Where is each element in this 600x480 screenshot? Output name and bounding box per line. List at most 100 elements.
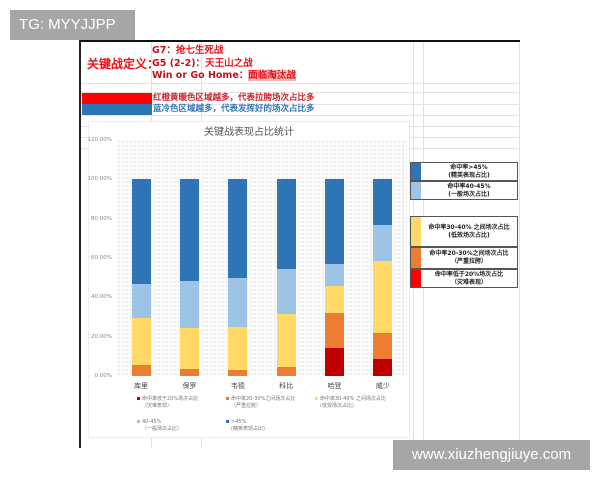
side-legend-sublabel: (精英表现占比) [448, 171, 490, 179]
bar-segment [276, 313, 296, 368]
bar-segment [180, 179, 199, 282]
bar-segment [325, 285, 344, 314]
x-tick-label: 库里 [134, 382, 149, 390]
legend-swatch [137, 420, 140, 423]
definition-lines: G7：抢七生死战 G5 (2-2)：天王山之战 Win or Go Home：面… [152, 45, 296, 83]
bar-segment [228, 326, 248, 370]
side-legend-text: 命中率30-40% 之间场次占比 (低效场次占比) [421, 217, 517, 246]
x-tick-label: 韦德 [230, 382, 245, 390]
y-tick-label: 20.00% [91, 333, 112, 340]
bar-segment [180, 368, 199, 376]
grid-line [81, 104, 520, 105]
warm-color-note: 红橙黄暖色区域越多，代表拉胯场次占比多 [153, 93, 315, 103]
bar-segment [131, 365, 151, 376]
y-tick-label: 40.00% [91, 294, 112, 301]
legend-sublabel: (精英表现占比) [231, 426, 265, 432]
legend-item: 命中率30-40% 之间场次占比 (低效场次占比) [315, 396, 386, 410]
stacked-bar-chart: 关键战表现占比统计 0.00% 20.00% 40.00% 60.00% 80.00% 1… [88, 121, 410, 438]
y-tick-label: 60.00% [91, 255, 112, 261]
side-legend-swatch [411, 182, 421, 199]
legend-swatch [226, 420, 229, 423]
bar-segment [276, 268, 296, 314]
bar-4 [325, 179, 344, 376]
side-legend-label: 命中率低于20%场次占比 [434, 270, 504, 278]
x-tick-label: 哈登 [327, 382, 342, 390]
cool-color-band [82, 104, 152, 115]
bar-segment [276, 179, 296, 269]
legend-item: >45% (精英表现占比) [226, 419, 265, 433]
bar-segment [228, 277, 248, 327]
bar-segment [325, 313, 344, 348]
bar-0 [131, 179, 151, 376]
bar-2 [228, 179, 248, 376]
grid-line [81, 115, 520, 116]
bar-segment [228, 179, 248, 278]
legend-label: 命中率20-30%之间场次占比 [231, 396, 296, 402]
y-tick-label: 80.00% [91, 215, 112, 222]
bar-segment [373, 359, 393, 376]
grid-line [81, 83, 520, 84]
bar-5 [373, 179, 393, 376]
plot-area [117, 140, 407, 376]
legend-sublabel: (低效场次占比) [320, 403, 354, 409]
side-legend-swatch [411, 248, 421, 268]
bar-segment [180, 281, 199, 329]
bar-segment [325, 263, 344, 286]
x-tick-label: 威少 [375, 382, 390, 390]
legend-swatch [315, 397, 318, 400]
side-legend-label: 命中率40-45% [447, 182, 491, 190]
side-legend-text: 命中率40-45% (一般场次占比) [421, 182, 517, 199]
legend-label: 命中率30-40% 之间场次占比 [320, 396, 386, 402]
bar-segment [131, 179, 151, 284]
chart-title: 关键战表现占比统计 [204, 127, 294, 138]
bar-segment [131, 283, 151, 319]
side-legend-sublabel: (一般场次占比) [448, 190, 490, 198]
bar-3 [276, 179, 296, 376]
bar-segment [373, 332, 393, 360]
y-tick-label: 100.00% [87, 176, 112, 183]
side-legend-item: 命中率40-45% (一般场次占比) [410, 181, 518, 200]
definition-line-g5: G5 (2-2)：天王山之战 [152, 57, 253, 69]
side-legend-sublabel: （灾难表现） [450, 278, 487, 286]
side-legend-label: 命中率>45% [450, 163, 488, 171]
side-legend-sublabel: （严重拉胯） [450, 258, 487, 265]
side-legend-item: 命中率20-30%之间场次占比 （严重拉胯） [410, 247, 518, 269]
legend-label: 命中率低于20%场次占比 [142, 396, 199, 402]
bar-segment [325, 179, 344, 264]
bar-segment [180, 328, 199, 369]
bar-segment [373, 179, 393, 225]
legend-label: >45% [231, 419, 247, 425]
legend-item: 命中率低于20%场次占比 （灾难表现） [137, 396, 198, 410]
side-legend-item: 命中率>45% (精英表现占比) [410, 162, 518, 181]
x-tick-label: 保罗 [182, 382, 197, 390]
definition-line-elim: Win or Go Home：面临淘汰战 [152, 70, 296, 81]
bar-segment [131, 318, 151, 365]
y-tick-label: 120.00% [87, 137, 112, 143]
side-legend-text: 命中率>45% (精英表现占比) [421, 163, 517, 180]
grid-line [81, 92, 520, 93]
legend-swatch [137, 397, 140, 400]
legend-sublabel: （严重拉胯） [231, 403, 262, 409]
bar-segment [373, 224, 393, 261]
watermark-bottom-right: www.xiuzhengjiuye.com [393, 440, 590, 470]
legend-sublabel: （一般场次占比） [142, 426, 183, 432]
side-legend-item: 命中率低于20%场次占比 （灾难表现） [410, 269, 518, 288]
bar-segment [325, 347, 344, 376]
bar-1 [180, 179, 199, 376]
side-legend-sublabel: (低效场次占比) [448, 231, 490, 239]
cool-color-note: 蓝冷色区域越多，代表发挥好的场次占比多 [153, 104, 315, 114]
grid-line [519, 42, 520, 448]
side-legend-swatch [411, 270, 421, 287]
side-legend-label: 命中率20-30%之间场次占比 [429, 250, 509, 257]
legend-swatch [226, 397, 229, 400]
legend-item: 40-45% （一般场次占比） [137, 419, 182, 433]
legend-label: 40-45% [142, 419, 162, 425]
side-legend-item: 命中率30-40% 之间场次占比 (低效场次占比) [410, 216, 518, 247]
bar-segment [276, 367, 296, 376]
watermark-top-left: TG: MYYJJPP [10, 10, 135, 40]
legend-sublabel: （灾难表现） [142, 403, 173, 409]
side-legend-text: 命中率低于20%场次占比 （灾难表现） [421, 270, 517, 287]
y-tick-label: 0.00% [94, 373, 112, 379]
side-legend-swatch [411, 217, 421, 246]
bar-segment [228, 369, 248, 376]
